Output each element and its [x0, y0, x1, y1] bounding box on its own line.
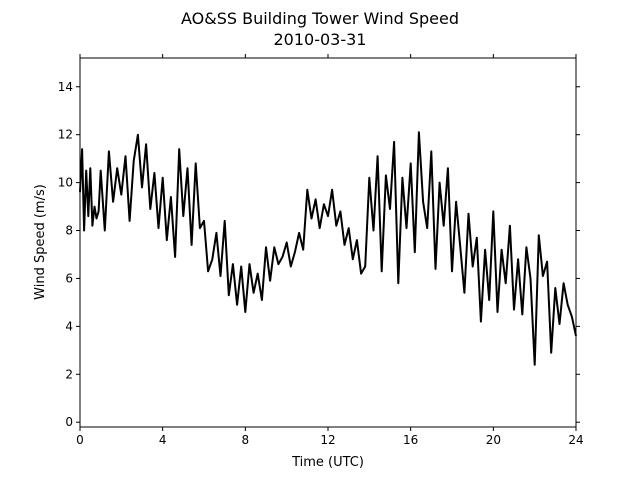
chart-subtitle: 2010-03-31: [274, 30, 367, 49]
x-tick-label-0: 0: [76, 433, 84, 447]
y-tick-label-12: 12: [58, 128, 73, 142]
x-tick-label-8: 8: [242, 433, 250, 447]
x-tick-label-4: 4: [159, 433, 167, 447]
chart-title: AO&SS Building Tower Wind Speed: [181, 9, 459, 28]
y-tick-label-2: 2: [65, 367, 73, 381]
x-tick-label-24: 24: [568, 433, 583, 447]
y-tick-label-6: 6: [65, 271, 73, 285]
y-tick-label-8: 8: [65, 224, 73, 238]
x-tick-label-16: 16: [403, 433, 418, 447]
y-axis-label: Wind Speed (m/s): [33, 184, 48, 300]
x-tick-label-12: 12: [320, 433, 335, 447]
plot-frame: [80, 58, 576, 427]
x-axis-label: Time (UTC): [291, 455, 364, 470]
y-tick-label-4: 4: [65, 319, 73, 333]
y-tick-label-10: 10: [58, 176, 73, 190]
y-tick-label-0: 0: [65, 415, 73, 429]
series-line-0: [80, 132, 576, 364]
x-tick-label-20: 20: [486, 433, 501, 447]
y-tick-label-14: 14: [58, 80, 73, 94]
